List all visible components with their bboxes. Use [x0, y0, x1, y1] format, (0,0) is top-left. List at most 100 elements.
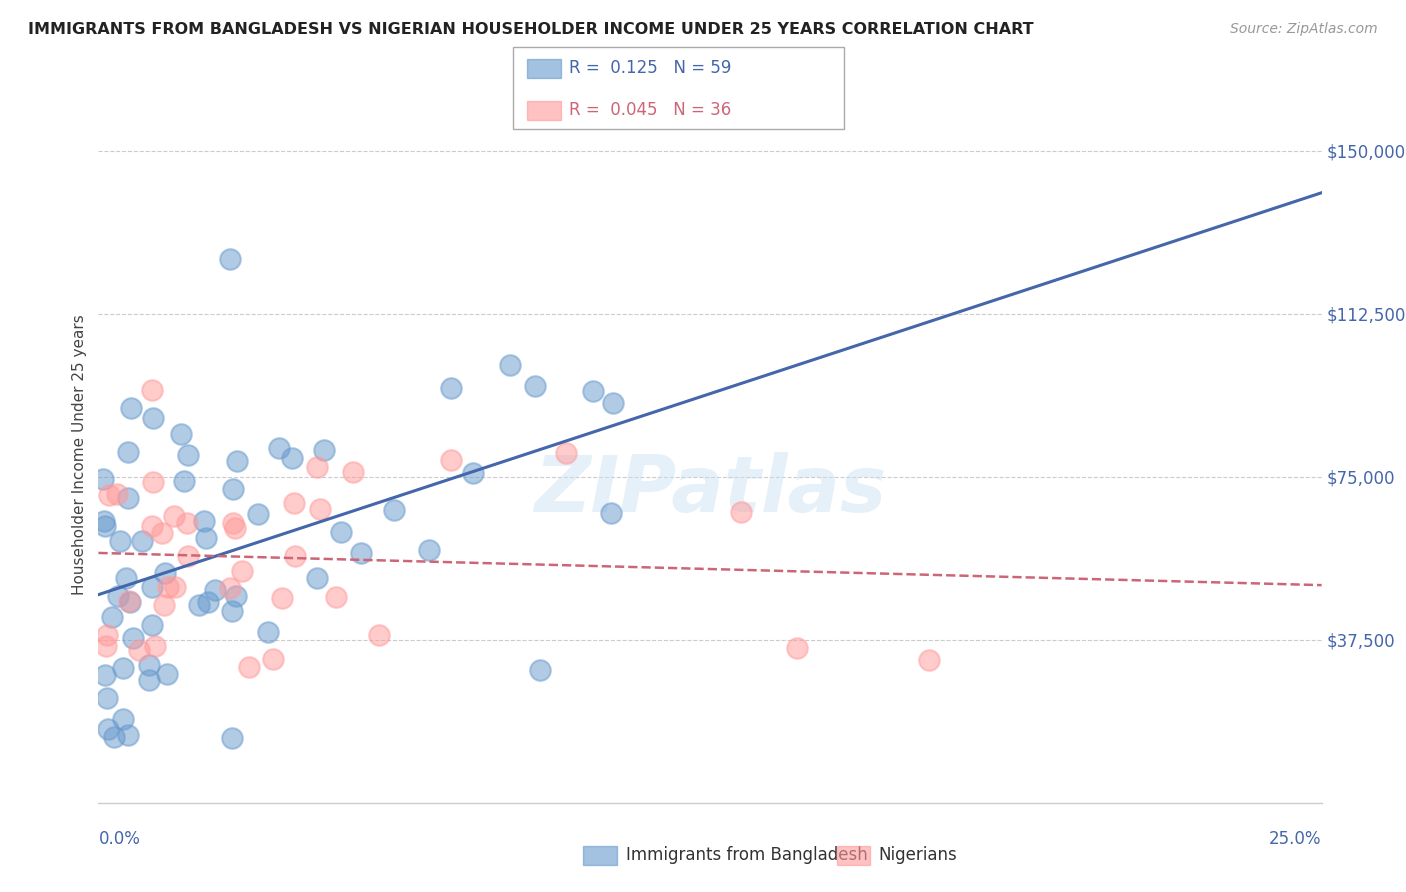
- Text: 0.0%: 0.0%: [98, 830, 141, 847]
- Point: [786, 640, 808, 655]
- Point: [193, 514, 215, 528]
- Point: [142, 410, 165, 425]
- Point: [120, 595, 142, 609]
- Point: [222, 516, 245, 531]
- Point: [283, 496, 305, 510]
- Point: [305, 460, 328, 475]
- Point: [177, 448, 200, 462]
- Point: [280, 451, 302, 466]
- Text: IMMIGRANTS FROM BANGLADESH VS NIGERIAN HOUSEHOLDER INCOME UNDER 25 YEARS CORRELA: IMMIGRANTS FROM BANGLADESH VS NIGERIAN H…: [28, 22, 1033, 37]
- Point: [138, 658, 160, 673]
- Point: [117, 491, 139, 505]
- Point: [195, 532, 218, 546]
- Point: [309, 501, 332, 516]
- Point: [523, 378, 546, 392]
- Point: [222, 483, 245, 497]
- Point: [94, 668, 117, 682]
- Point: [555, 446, 578, 460]
- Text: Nigerians: Nigerians: [879, 847, 957, 864]
- Point: [155, 566, 177, 580]
- Point: [219, 581, 242, 595]
- Point: [224, 521, 246, 535]
- Point: [221, 604, 243, 618]
- Point: [112, 661, 135, 675]
- Point: [307, 571, 329, 585]
- Point: [226, 454, 249, 468]
- Point: [440, 381, 463, 395]
- Text: R =  0.045   N = 36: R = 0.045 N = 36: [569, 101, 731, 119]
- Point: [156, 667, 179, 681]
- Point: [120, 401, 142, 416]
- Point: [271, 591, 294, 605]
- Point: [141, 383, 163, 397]
- Point: [602, 396, 624, 410]
- Point: [418, 542, 440, 557]
- Point: [94, 639, 117, 653]
- Point: [225, 589, 247, 603]
- Point: [150, 526, 173, 541]
- Point: [96, 628, 118, 642]
- Point: [314, 443, 336, 458]
- Point: [256, 625, 278, 640]
- Point: [284, 549, 307, 563]
- Point: [138, 673, 160, 688]
- Point: [122, 632, 145, 646]
- Point: [153, 598, 176, 612]
- Point: [96, 691, 118, 706]
- Point: [221, 731, 243, 745]
- Point: [350, 545, 373, 559]
- Point: [101, 610, 124, 624]
- Point: [231, 564, 253, 578]
- Text: Source: ZipAtlas.com: Source: ZipAtlas.com: [1230, 22, 1378, 37]
- Point: [600, 507, 623, 521]
- Point: [143, 640, 166, 654]
- Point: [204, 582, 226, 597]
- Point: [269, 441, 291, 455]
- Point: [382, 502, 405, 516]
- Point: [93, 514, 115, 528]
- Point: [107, 590, 129, 604]
- Point: [177, 549, 200, 563]
- Point: [112, 712, 135, 726]
- Point: [246, 507, 269, 521]
- Point: [117, 445, 139, 459]
- Point: [128, 643, 150, 657]
- Point: [141, 580, 163, 594]
- Point: [461, 466, 484, 480]
- Point: [176, 516, 198, 530]
- Point: [342, 466, 364, 480]
- Point: [115, 571, 138, 585]
- Point: [157, 580, 180, 594]
- Point: [325, 590, 347, 604]
- Point: [141, 519, 163, 533]
- Point: [163, 509, 186, 524]
- Point: [918, 653, 941, 667]
- Point: [187, 599, 209, 613]
- Point: [440, 453, 463, 467]
- Point: [142, 475, 165, 489]
- Text: R =  0.125   N = 59: R = 0.125 N = 59: [569, 59, 731, 77]
- Point: [170, 426, 193, 441]
- Point: [582, 384, 605, 398]
- Point: [163, 580, 186, 594]
- Text: ZIPatlas: ZIPatlas: [534, 451, 886, 528]
- Point: [730, 505, 752, 519]
- Point: [368, 627, 391, 641]
- Point: [262, 652, 284, 666]
- Point: [529, 663, 551, 677]
- Point: [499, 358, 522, 372]
- Point: [91, 472, 114, 486]
- Point: [103, 730, 125, 744]
- Point: [118, 594, 141, 608]
- Text: 25.0%: 25.0%: [1270, 830, 1322, 847]
- Point: [97, 722, 120, 736]
- Point: [110, 533, 132, 548]
- Text: Immigrants from Bangladesh: Immigrants from Bangladesh: [626, 847, 868, 864]
- Point: [219, 252, 242, 267]
- Point: [197, 595, 219, 609]
- Point: [97, 487, 120, 501]
- Point: [94, 519, 117, 533]
- Point: [141, 618, 163, 632]
- Point: [238, 659, 260, 673]
- Point: [117, 728, 139, 742]
